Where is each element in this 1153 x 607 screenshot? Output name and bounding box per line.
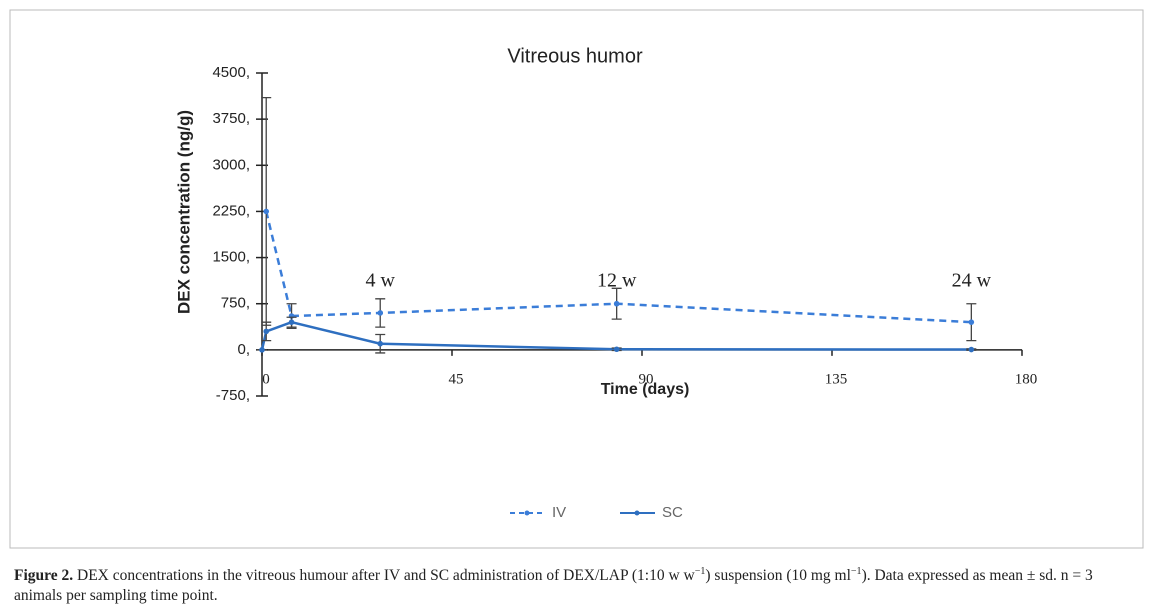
point — [263, 208, 270, 215]
caption-label: Figure 2. — [14, 567, 74, 585]
x-axis-label: Time (days) — [601, 381, 690, 398]
x-tick-label: 0 — [262, 371, 270, 387]
annotation: 24 w — [952, 270, 992, 292]
annotation: 12 w — [597, 270, 637, 292]
point — [613, 346, 620, 353]
legend-label: SC — [662, 504, 683, 521]
point — [377, 310, 384, 316]
y-tick-label: 750, — [221, 295, 250, 312]
caption-text: ). Data expressed as mean ± sd. n = 3 an… — [14, 567, 1093, 605]
series-line — [265, 211, 972, 324]
y-tick-label: 3750, — [212, 110, 250, 127]
caption-text: DEX concentrations in the vitreous humou… — [73, 567, 695, 585]
caption-sup: −1 — [694, 566, 706, 577]
point — [613, 300, 620, 307]
legend-dot — [524, 510, 530, 516]
caption: Figure 2. DEX concentrations in the vitr… — [14, 562, 1139, 606]
annotation: 4 w — [365, 270, 395, 292]
y-axis-label: DEX concentration (ng/g) — [174, 110, 193, 314]
point — [377, 340, 384, 347]
y-tick-label: 1500, — [212, 249, 250, 266]
frame — [9, 9, 1144, 549]
x-tick-label: 180 — [1015, 371, 1038, 387]
point — [263, 328, 270, 335]
point — [259, 347, 265, 353]
point — [968, 346, 975, 353]
x-tick-label: 45 — [449, 371, 464, 387]
caption-text: ) suspension (10 mg ml — [705, 567, 851, 585]
point — [968, 319, 975, 325]
x-tick-label: 135 — [825, 371, 848, 387]
y-tick-label: 0, — [237, 341, 250, 358]
x-tick-label: 90 — [639, 371, 654, 387]
legend-dot — [634, 510, 640, 516]
y-tick-label: 3000, — [212, 156, 250, 173]
y-tick-label: -750, — [216, 387, 250, 404]
point — [288, 319, 295, 325]
y-tick-label: 4500, — [212, 64, 250, 81]
caption-sup: −1 — [850, 566, 862, 577]
series-line — [260, 320, 972, 351]
y-tick-label: 2250, — [212, 202, 250, 219]
chart-title: Vitreous humor — [507, 45, 643, 67]
legend-label: IV — [552, 504, 566, 521]
